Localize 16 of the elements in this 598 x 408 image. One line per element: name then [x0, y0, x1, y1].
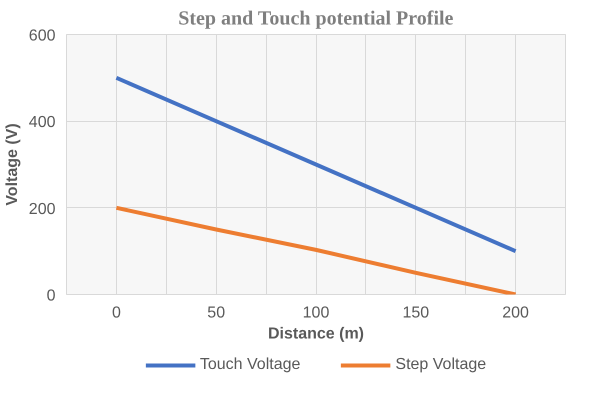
chart-title: Step and Touch potential Profile — [178, 8, 454, 30]
x-tick-label: 0 — [112, 304, 121, 322]
y-tick-label: 0 — [46, 288, 56, 304]
legend-label: Touch Voltage — [200, 356, 300, 374]
x-tick-label: 100 — [302, 304, 330, 322]
y-axis-title: Voltage (V) — [4, 123, 21, 206]
y-tick-label: 200 — [28, 200, 56, 218]
x-axis-title: Distance (m) — [268, 326, 364, 342]
x-tick-label: 200 — [502, 304, 530, 322]
line-series — [114, 76, 518, 254]
x-tick-label: 150 — [402, 304, 430, 322]
line-series — [114, 206, 518, 294]
x-tick-label: 50 — [207, 304, 226, 322]
y-tick-label: 400 — [28, 114, 56, 132]
y-tick-label: 600 — [28, 28, 56, 44]
legend-label: Step Voltage — [395, 356, 486, 374]
